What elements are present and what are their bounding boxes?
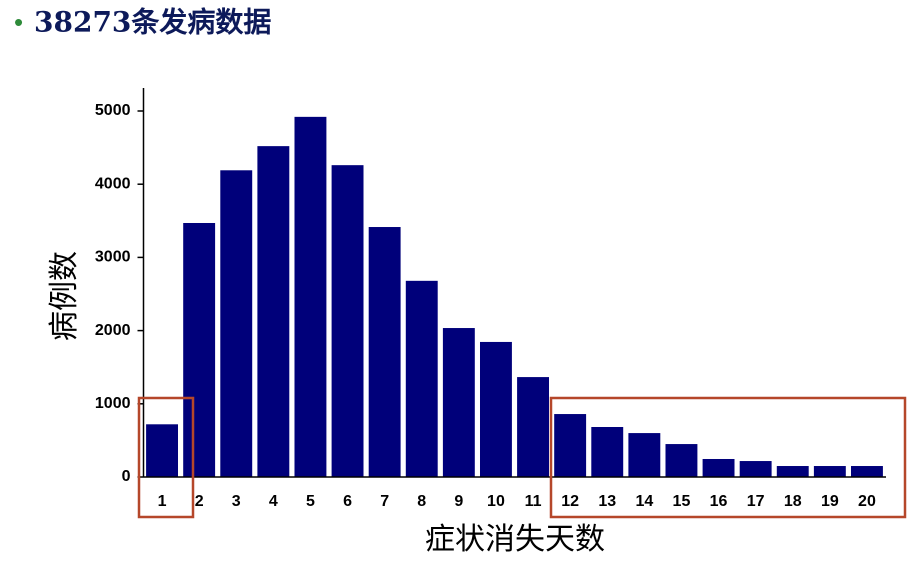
x-tick-label: 9 xyxy=(454,493,463,510)
bar xyxy=(479,341,512,477)
y-axis-label: 病例数 xyxy=(47,251,82,341)
x-tick-label: 2 xyxy=(195,493,204,510)
x-tick-label: 3 xyxy=(232,493,241,510)
bullet: • xyxy=(14,7,23,37)
highlight-box xyxy=(137,396,195,519)
x-tick-label: 18 xyxy=(784,493,802,510)
bar xyxy=(702,458,735,477)
bar xyxy=(665,444,698,477)
x-tick-label: 12 xyxy=(561,493,579,510)
y-tick-label: 0 xyxy=(122,468,131,485)
bar xyxy=(850,466,883,477)
bar xyxy=(183,222,216,477)
x-axis-label: 症状消失天数 xyxy=(425,522,605,557)
x-tick-label: 17 xyxy=(747,493,765,510)
x-tick-label: 5 xyxy=(306,493,315,510)
bar xyxy=(628,433,661,477)
x-tick-label: 4 xyxy=(269,493,278,510)
y-tick-label: 2000 xyxy=(95,322,131,339)
y-tick-label: 5000 xyxy=(95,102,131,119)
bar xyxy=(257,146,290,478)
y-tick-label: 4000 xyxy=(95,175,131,192)
bar xyxy=(442,328,475,477)
bar xyxy=(294,116,327,477)
x-tick-label: 15 xyxy=(673,493,691,510)
x-tick-label: 8 xyxy=(417,493,426,510)
bar xyxy=(813,466,846,477)
bar xyxy=(220,170,253,478)
highlight-box xyxy=(549,396,907,519)
x-tick-label: 14 xyxy=(635,493,653,510)
bar xyxy=(405,280,438,477)
bar xyxy=(517,377,550,477)
x-tick-label: 11 xyxy=(525,493,542,510)
y-tick-label: 3000 xyxy=(95,249,131,266)
bar xyxy=(739,461,772,477)
bar xyxy=(554,414,587,477)
x-tick-label: 20 xyxy=(858,493,876,510)
x-tick-label: 6 xyxy=(343,493,352,510)
x-tick-label: 7 xyxy=(380,493,389,510)
bar xyxy=(591,427,624,477)
bar xyxy=(146,424,179,477)
x-tick-label: 13 xyxy=(598,493,616,510)
x-tick-label: 19 xyxy=(821,493,839,510)
bar xyxy=(331,165,364,477)
x-tick-label: 10 xyxy=(487,493,505,510)
y-tick-label: 1000 xyxy=(95,395,131,412)
bar xyxy=(776,466,809,477)
chart-title: 38273条发病数据 xyxy=(34,6,271,39)
bar xyxy=(368,227,401,477)
x-tick-label: 1 xyxy=(158,493,167,510)
x-tick-label: 16 xyxy=(710,493,728,510)
